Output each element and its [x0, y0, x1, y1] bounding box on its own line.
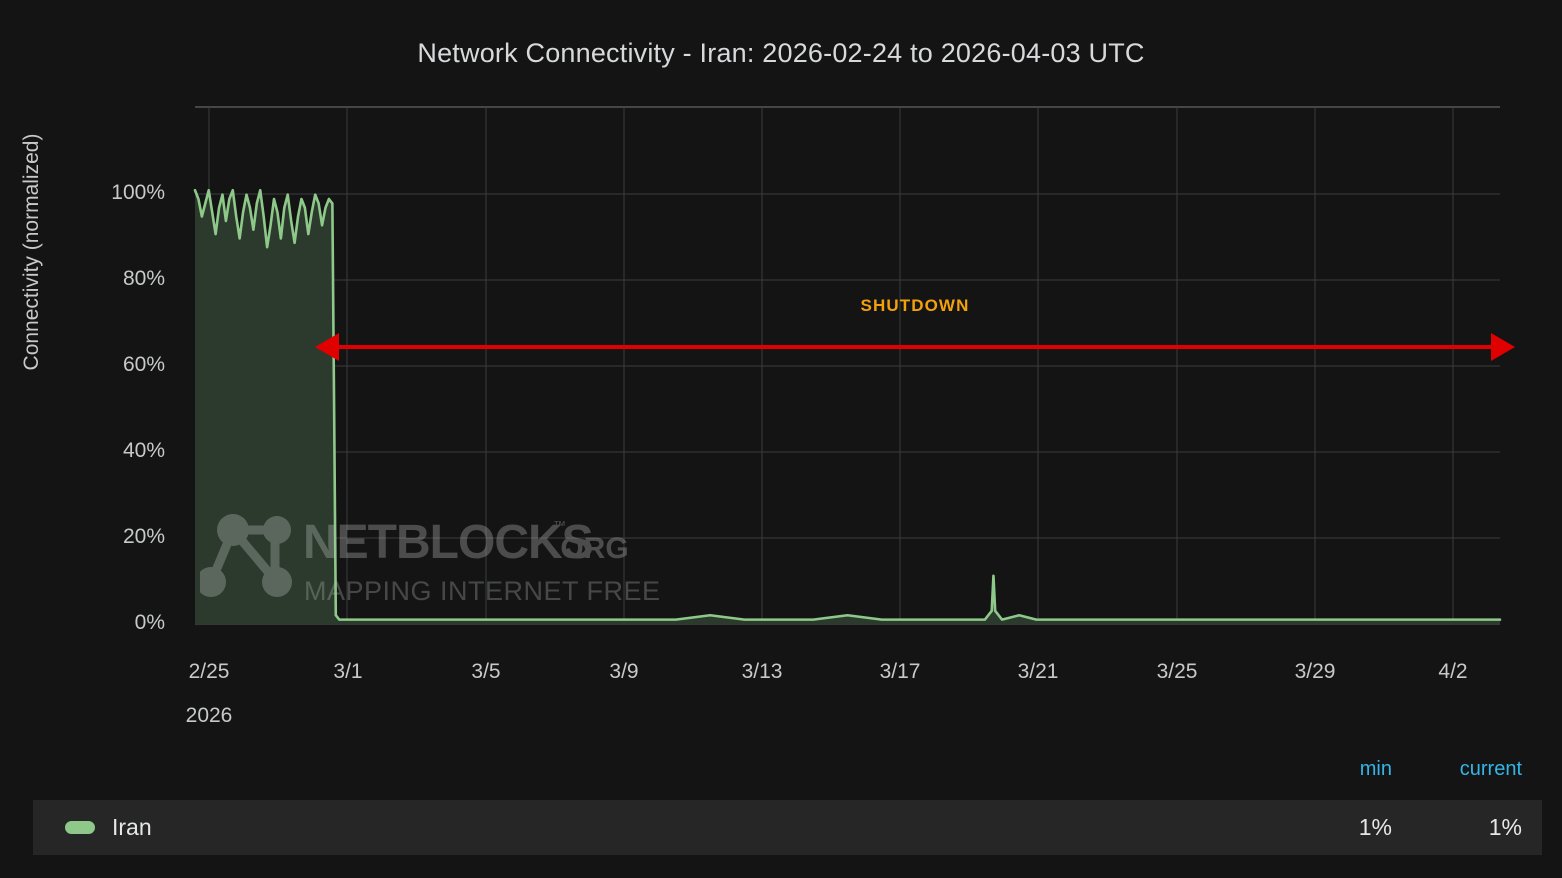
- page-title: Network Connectivity - Iran: 2026-02-24 …: [417, 38, 1145, 68]
- x-tick-label-1: 3/1: [333, 660, 363, 683]
- legend-header: min current: [1282, 758, 1542, 781]
- legend-value-current: 1%: [1488, 814, 1522, 840]
- y-tick-label-100: 100%: [111, 181, 165, 204]
- y-tick-label-40: 40%: [122, 439, 165, 462]
- legend-value-min: 1%: [1358, 814, 1392, 840]
- x-tick-year-0: 2026: [185, 704, 233, 727]
- gridlines-horizontal: [195, 106, 1500, 625]
- legend-series-name: Iran: [112, 814, 152, 840]
- legend-color-swatch-icon[interactable]: [65, 821, 95, 834]
- x-tick-label-5: 3/17: [879, 660, 921, 683]
- x-tick-label-8: 3/29: [1294, 660, 1336, 683]
- legend-column-min[interactable]: min: [1359, 758, 1392, 780]
- y-tick-label-80: 80%: [122, 267, 165, 290]
- x-tick-label-9: 4/2: [1438, 660, 1468, 683]
- series-area-iran: [195, 190, 1500, 624]
- y-tick-label-60: 60%: [122, 353, 165, 376]
- x-tick-label-3: 3/9: [609, 660, 639, 683]
- series-line-iran: [193, 188, 1502, 621]
- legend-row-iran[interactable]: Iran 1% 1%: [33, 800, 1542, 855]
- x-tick-label-4: 3/13: [741, 660, 783, 683]
- x-tick-label-2: 3/5: [471, 660, 501, 683]
- legend-column-current[interactable]: current: [1459, 758, 1522, 780]
- x-tick-label-6: 3/21: [1017, 660, 1059, 683]
- shutdown-annotation-label: SHUTDOWN: [860, 296, 970, 315]
- x-tick-label-7: 3/25: [1156, 660, 1198, 683]
- y-tick-label-0: 0%: [134, 611, 165, 634]
- x-tick-label-0: 2/25: [188, 660, 230, 683]
- y-tick-label-20: 20%: [122, 525, 165, 548]
